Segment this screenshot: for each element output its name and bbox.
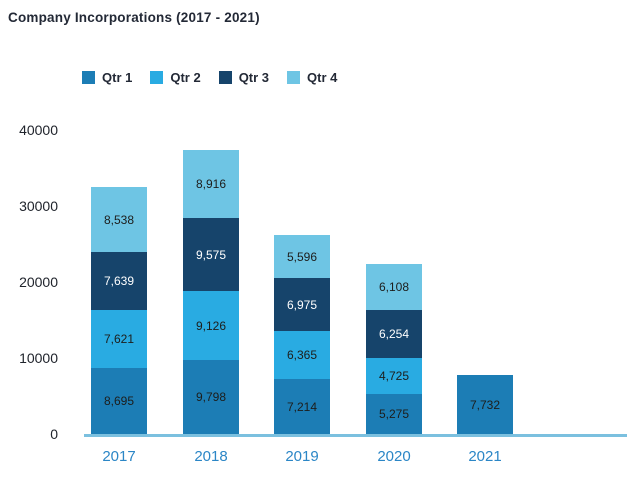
bar-segment-2018-qtr2: 9,126 bbox=[183, 291, 239, 360]
bar-segment-2020-qtr3: 6,254 bbox=[366, 310, 422, 358]
legend-item: Qtr 2 bbox=[150, 70, 201, 85]
bar-segment-2019-qtr4: 5,596 bbox=[274, 235, 330, 278]
legend: Qtr 1 Qtr 2 Qtr 3 Qtr 4 bbox=[82, 70, 355, 85]
bar-segment-2017-qtr2: 7,621 bbox=[91, 310, 147, 368]
bar-segment-2019-qtr3: 6,975 bbox=[274, 278, 330, 331]
bar-group-2021: 7,732 bbox=[457, 375, 513, 434]
bar-segment-2020-qtr4: 6,108 bbox=[366, 264, 422, 310]
bar-segment-2017-qtr1: 8,695 bbox=[91, 368, 147, 434]
x-tick-label-2019: 2019 bbox=[285, 448, 319, 465]
bar-segment-2017-qtr3: 7,639 bbox=[91, 252, 147, 310]
x-tick-label-2020: 2020 bbox=[377, 448, 411, 465]
bar-value-label: 6,108 bbox=[378, 280, 410, 294]
legend-label: Qtr 1 bbox=[102, 70, 133, 85]
bar-value-label: 4,725 bbox=[378, 369, 410, 383]
bar-value-label: 8,916 bbox=[195, 177, 227, 191]
y-tick-label: 20000 bbox=[19, 274, 58, 290]
x-tick-label-2018: 2018 bbox=[194, 448, 228, 465]
x-axis-line bbox=[84, 434, 627, 437]
bar-segment-2019-qtr1: 7,214 bbox=[274, 379, 330, 434]
bar-value-label: 7,639 bbox=[103, 274, 135, 288]
y-tick-label: 40000 bbox=[19, 122, 58, 138]
legend-swatch bbox=[218, 71, 232, 84]
bar-segment-2020-qtr2: 4,725 bbox=[366, 358, 422, 394]
chart-title: Company Incorporations (2017 - 2021) bbox=[8, 10, 260, 25]
bar-group-2018: 9,798 9,126 9,575 8,916 bbox=[183, 150, 239, 434]
bar-value-label: 5,596 bbox=[286, 249, 318, 264]
plot-area: 8,695 7,621 7,639 8,538 2017 9,798 9,126 9,575 8… bbox=[84, 130, 627, 465]
legend-swatch bbox=[82, 71, 95, 84]
y-tick-label: 0 bbox=[50, 426, 58, 442]
bar-value-label: 6,975 bbox=[286, 297, 318, 312]
bar-segment-2021-qtr1: 7,732 bbox=[457, 375, 513, 434]
bar-value-label: 8,538 bbox=[103, 212, 135, 227]
legend-label: Qtr 3 bbox=[238, 70, 270, 85]
bar-segment-2018-qtr1: 9,798 bbox=[183, 360, 239, 434]
legend-item: Qtr 4 bbox=[287, 70, 337, 85]
legend-swatch bbox=[287, 71, 301, 84]
bar-segment-2020-qtr1: 5,275 bbox=[366, 394, 422, 434]
bar-group-2017: 8,695 7,621 7,639 8,538 bbox=[91, 187, 147, 434]
legend-item: Qtr 1 bbox=[82, 70, 132, 85]
bar-segment-2018-qtr3: 9,575 bbox=[183, 218, 239, 291]
y-tick-label: 30000 bbox=[19, 198, 58, 214]
x-tick-label-2017: 2017 bbox=[102, 448, 136, 465]
bar-value-label: 9,126 bbox=[195, 318, 227, 333]
bar-value-label: 5,275 bbox=[378, 407, 410, 421]
y-axis: 0 10000 20000 30000 40000 bbox=[0, 122, 70, 442]
legend-label: Qtr 4 bbox=[307, 70, 338, 85]
bar-value-label: 8,695 bbox=[103, 394, 135, 408]
bar-segment-2018-qtr4: 8,916 bbox=[183, 150, 239, 218]
x-tick-label-2021: 2021 bbox=[468, 448, 502, 465]
bar-value-label: 7,214 bbox=[286, 399, 318, 414]
bar-value-label: 7,621 bbox=[103, 332, 135, 346]
legend-swatch bbox=[150, 71, 164, 84]
bar-value-label: 6,365 bbox=[286, 348, 318, 362]
bar-value-label: 6,254 bbox=[378, 327, 410, 341]
legend-item: Qtr 3 bbox=[218, 70, 270, 85]
bar-value-label: 7,732 bbox=[469, 397, 501, 412]
bar-group-2019: 7,214 6,365 6,975 5,596 bbox=[274, 235, 330, 434]
bar-group-2020: 5,275 4,725 6,254 6,108 bbox=[366, 264, 422, 434]
bar-segment-2019-qtr2: 6,365 bbox=[274, 331, 330, 379]
legend-label: Qtr 2 bbox=[170, 70, 201, 85]
bar-segment-2017-qtr4: 8,538 bbox=[91, 187, 147, 252]
bar-value-label: 9,575 bbox=[195, 247, 227, 262]
y-tick-label: 10000 bbox=[19, 350, 58, 366]
bar-value-label: 9,798 bbox=[195, 390, 227, 404]
